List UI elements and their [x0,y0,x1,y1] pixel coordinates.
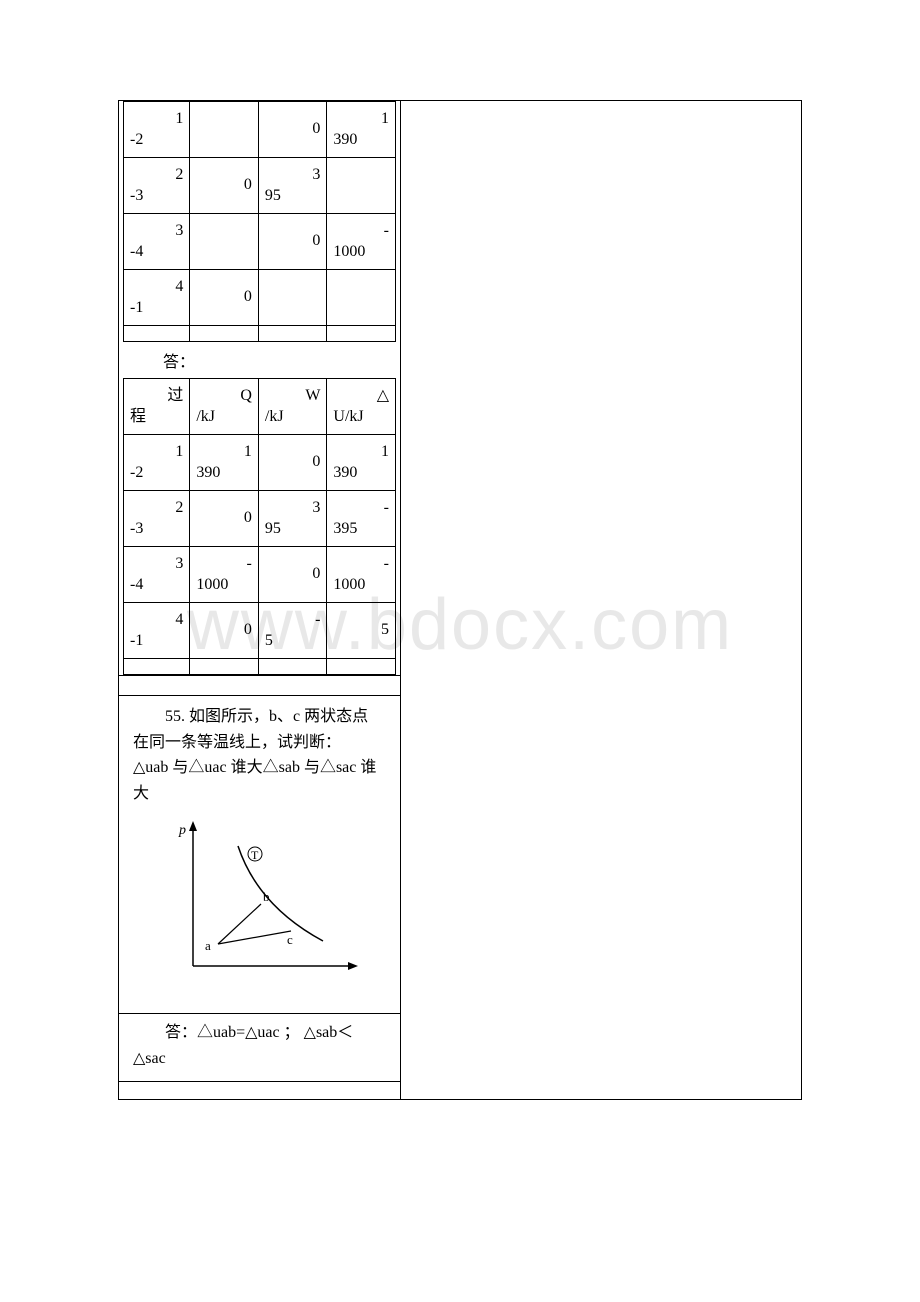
question-text: △uab 与△uac 谁大△sab 与△sac 谁 [133,755,386,781]
answer-label: 答： [123,342,396,378]
label-c: c [287,932,293,947]
cell-value: 95 [265,519,321,540]
cell-value: 95 [265,186,321,207]
cell-value: 1000 [333,242,389,263]
table-row: 4-1 0 [124,270,396,326]
cell-value: 5 [381,621,389,638]
cell-value: 0 [244,621,252,638]
cell-value: 2 [130,498,183,519]
cell-value: -2 [130,463,183,484]
cell-value: -4 [130,242,183,263]
table-row: 3-4 -1000 0 -1000 [124,547,396,603]
cell-value: △ [333,386,389,407]
label-T: T [251,848,259,862]
table-row: 1-2 1390 0 1390 [124,435,396,491]
cell-value: 0 [244,176,252,193]
cell-value: - [265,610,321,631]
cell-value: 1 [130,442,183,463]
cell-value: 390 [196,463,252,484]
right-column [401,101,801,1099]
cell-value: 395 [333,519,389,540]
cell-value: -1 [130,631,183,652]
cell-value: 5 [265,631,321,652]
question-text: 大 [133,781,386,807]
table-row: 3-4 0 -1000 [124,214,396,270]
table-row: 1-2 0 1390 [124,102,396,158]
question-text: 55. 如图所示，b、c 两状态点 [133,704,386,730]
cell-value: Q [196,386,252,407]
cell-value: /kJ [196,407,252,428]
answer-55: 答：△uab=△uac ； △sab＜ △sac [119,1013,400,1081]
label-b: b [263,889,270,904]
cell-value: 4 [130,610,183,631]
cell-value: 3 [130,554,183,575]
cell-value: 程 [130,407,183,428]
label-a: a [205,938,211,953]
cell-value: 1000 [196,575,252,596]
answer-text: 答：△uab=△uac ； △sab＜ [133,1020,386,1046]
cell-value: -1 [130,298,183,319]
table-1: 1-2 0 1390 2-3 0 395 3-4 0 [123,101,396,342]
cell-value: 0 [312,565,320,582]
cell-value: - [333,554,389,575]
cell-value: -4 [130,575,183,596]
table-row: 过程 Q/kJ W/kJ △U/kJ [124,379,396,435]
cell-value: -3 [130,519,183,540]
table-row [124,326,396,342]
cell-value: 1 [333,442,389,463]
cell-value: 0 [312,453,320,470]
question-text: 在同一条等温线上，试判断： [133,730,386,756]
table-row: 2-3 0 395 -395 [124,491,396,547]
cell-value: 0 [312,120,320,137]
upper-two-column: 1-2 0 1390 2-3 0 395 3-4 0 [119,101,801,1099]
cell-value: -3 [130,186,183,207]
cell-value: 2 [130,165,183,186]
cell-value: 0 [312,232,320,249]
cell-value: - [333,221,389,242]
cell-value: 0 [244,509,252,526]
diagram-svg: p T a b c [163,816,363,986]
cell-value: W [265,386,321,407]
pv-diagram: p T a b c [133,806,386,1005]
cell-value: 过 [130,386,183,407]
cell-value: 390 [333,130,389,151]
cell-value: 1 [333,109,389,130]
cell-value: 0 [244,288,252,305]
cell-value: - [333,498,389,519]
cell-value: /kJ [265,407,321,428]
separator [119,675,400,695]
table-row: 4-1 0 -5 5 [124,603,396,659]
cell-value: 1 [196,442,252,463]
answer-text: △sac [133,1046,386,1072]
page-container: 1-2 0 1390 2-3 0 395 3-4 0 [118,100,802,1100]
cell-value: U/kJ [333,407,389,428]
cell-value: 4 [130,277,183,298]
cell-value: 1 [130,109,183,130]
cell-value: - [196,554,252,575]
table-row: 2-3 0 395 [124,158,396,214]
question-55: 55. 如图所示，b、c 两状态点 在同一条等温线上，试判断： △uab 与△u… [119,695,400,1013]
separator [119,1081,400,1099]
cell-value: -2 [130,130,183,151]
table-row [124,659,396,675]
cell-value: 3 [265,165,321,186]
cell-value: 390 [333,463,389,484]
cell-value: 3 [265,498,321,519]
table-2: 过程 Q/kJ W/kJ △U/kJ 1-2 1390 0 1390 2-3 0 [123,378,396,675]
left-column: 1-2 0 1390 2-3 0 395 3-4 0 [119,101,401,1099]
cell-value: 3 [130,221,183,242]
axis-label-p: p [178,823,186,838]
cell-value: 1000 [333,575,389,596]
